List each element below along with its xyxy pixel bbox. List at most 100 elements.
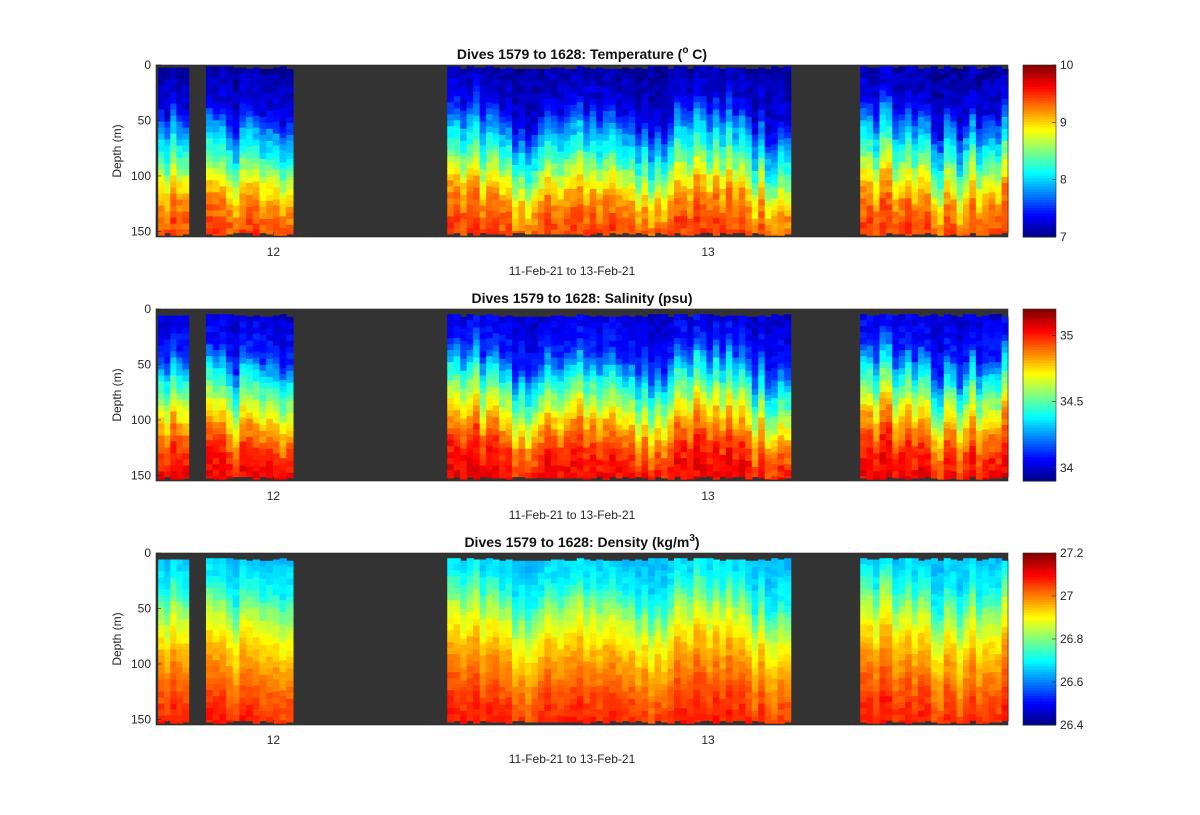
heatmap-cell <box>525 316 533 324</box>
heatmap-cell <box>212 102 220 109</box>
heatmap-cell <box>764 200 772 208</box>
heatmap-cell <box>719 430 727 438</box>
heatmap-cell <box>164 447 171 455</box>
heatmap-cell <box>745 218 753 226</box>
heatmap-cell <box>686 322 695 330</box>
heatmap-cell <box>239 127 247 135</box>
heatmap-cell <box>537 406 546 414</box>
heatmap-cell <box>460 140 468 148</box>
heatmap-cell <box>738 471 746 478</box>
heatmap-cell <box>635 133 643 141</box>
heatmap-cell <box>537 370 546 378</box>
heatmap-cell <box>628 412 636 420</box>
heatmap-cell <box>550 157 558 165</box>
heatmap-cell <box>764 424 772 432</box>
heatmap-cell <box>570 188 578 196</box>
heatmap-cell <box>272 417 281 425</box>
heatmap-cell <box>879 410 887 417</box>
heatmap-cell <box>693 138 701 145</box>
heatmap-cell <box>557 145 565 153</box>
heatmap-cell <box>898 210 906 217</box>
heatmap-cell <box>866 345 874 353</box>
heatmap-cell <box>479 109 487 117</box>
heatmap-cell <box>911 410 919 417</box>
heatmap-cell <box>866 187 874 195</box>
heatmap-cell <box>719 388 727 396</box>
heatmap-cell <box>667 352 675 360</box>
heatmap-cell <box>738 181 746 189</box>
heatmap-cell <box>892 399 900 407</box>
heatmap-cell <box>563 346 571 354</box>
heatmap-cell <box>784 216 792 223</box>
heatmap-cell <box>1001 74 1009 82</box>
heatmap-cell <box>170 169 178 177</box>
heatmap-cell <box>879 476 887 480</box>
heatmap-cell <box>609 340 617 348</box>
heatmap-cell <box>758 477 766 479</box>
heatmap-cell <box>473 381 481 389</box>
heatmap-cell <box>892 459 900 467</box>
heatmap-cell <box>479 369 487 377</box>
heatmap-cell <box>272 187 281 195</box>
heatmap-cell <box>879 362 887 369</box>
heatmap-cell <box>628 460 636 468</box>
heatmap-cell <box>486 470 494 477</box>
heatmap-cell <box>266 454 274 462</box>
heatmap-cell <box>686 340 695 348</box>
heatmap-cell <box>725 121 733 129</box>
heatmap-cell <box>745 370 753 378</box>
heatmap-cell <box>860 434 868 441</box>
heatmap-cell <box>279 114 287 121</box>
heatmap-cell <box>266 230 274 235</box>
heatmap-cell <box>879 222 887 229</box>
heatmap-cell <box>602 98 610 106</box>
heatmap-cell <box>879 138 887 145</box>
heatmap-cell <box>706 398 714 405</box>
heatmap-cell <box>784 314 792 321</box>
heatmap-cell <box>602 110 610 118</box>
heatmap-cell <box>246 158 254 166</box>
heatmap-cell <box>286 98 294 106</box>
heatmap-cell <box>628 424 636 432</box>
heatmap-cell <box>905 464 913 471</box>
heatmap-cell <box>505 477 513 480</box>
heatmap-cell <box>170 435 178 443</box>
heatmap-cell <box>164 109 171 117</box>
heatmap-cell <box>892 169 900 177</box>
heatmap-cell <box>732 121 740 129</box>
heatmap-cell <box>232 417 241 425</box>
heatmap-cell <box>873 429 881 437</box>
heatmap-cell <box>777 381 785 389</box>
heatmap-cell <box>164 79 171 87</box>
heatmap-cell <box>628 364 636 372</box>
heatmap-cell <box>712 459 720 467</box>
heatmap-cell <box>1001 134 1009 142</box>
heatmap-cell <box>252 345 261 353</box>
heatmap-cell <box>622 345 630 353</box>
colorbar-swatch <box>1023 102 1056 106</box>
heatmap-cell <box>158 471 165 479</box>
heatmap-cell <box>622 127 630 135</box>
heatmap-cell <box>988 198 996 205</box>
heatmap-cell <box>661 398 669 405</box>
heatmap-cell <box>693 452 701 459</box>
heatmap-cell <box>905 78 913 85</box>
heatmap-cell <box>550 345 558 353</box>
heatmap-cell <box>259 364 267 372</box>
heatmap-cell <box>641 164 649 172</box>
heatmap-cell <box>182 399 190 407</box>
heatmap-cell <box>557 217 565 225</box>
heatmap-cell <box>252 109 261 117</box>
heatmap-cell <box>905 362 913 369</box>
heatmap-cell <box>499 194 507 202</box>
heatmap-cell <box>447 368 455 375</box>
heatmap-cell <box>905 476 913 480</box>
heatmap-cell <box>219 338 227 345</box>
heatmap-cell <box>956 134 964 142</box>
heatmap-cell <box>615 116 623 124</box>
heatmap-cell <box>667 158 675 166</box>
heatmap-cell <box>252 223 261 231</box>
heatmap-cell <box>738 223 746 231</box>
heatmap-cell <box>232 375 241 383</box>
heatmap-cell <box>674 398 682 405</box>
